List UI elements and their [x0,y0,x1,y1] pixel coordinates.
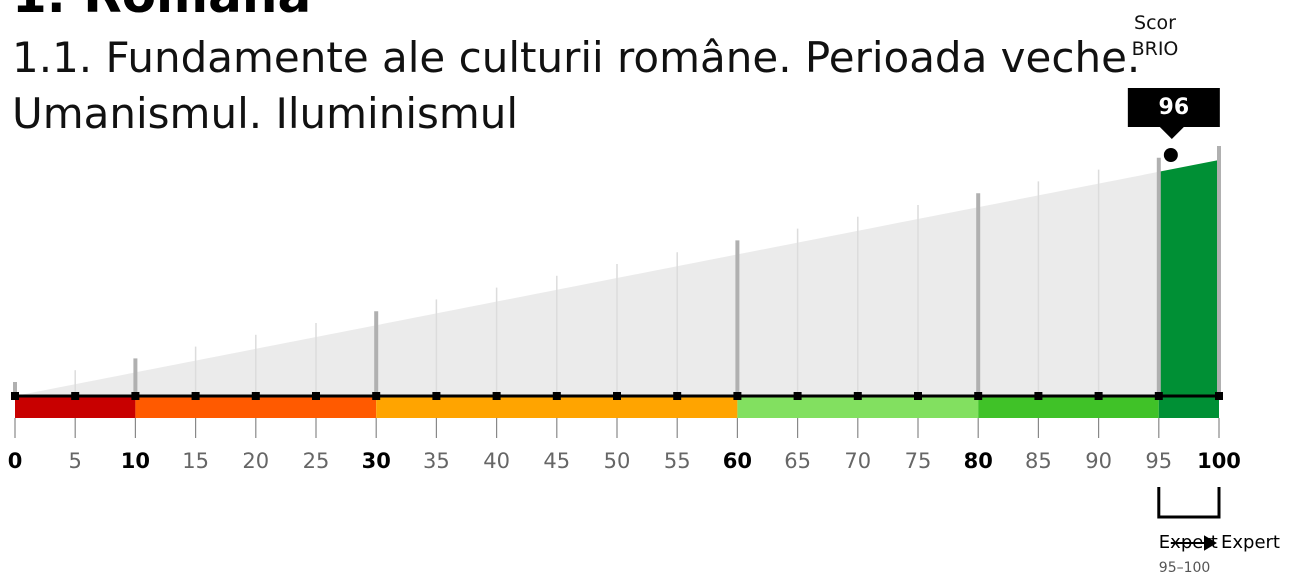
x-tick-label: 75 [905,449,932,473]
x-tick-label: 25 [303,449,330,473]
heading: 1. Română [12,0,311,24]
tick-marker [1034,392,1043,400]
tick-marker [191,392,200,400]
tick-marker [372,392,381,400]
tick-marker [1215,392,1223,400]
band [376,396,738,418]
band [978,396,1159,418]
x-tick-label: 45 [543,449,570,473]
x-tick-label: 60 [723,449,752,473]
tick-marker [793,392,802,400]
x-tick-label: 65 [784,449,811,473]
score-box [1127,88,1220,139]
x-tick-label: 85 [1025,449,1052,473]
band [1158,396,1219,418]
x-tick-label: 90 [1085,449,1112,473]
chart-title: 1.1. Fundamente ale culturii române. Per… [12,33,1141,138]
x-tick-label: 5 [69,449,82,473]
gauge-wedge-active [1158,160,1219,396]
tick-marker [914,392,922,400]
x-tick-label: 95 [1145,449,1172,473]
band [737,396,979,418]
tick-marker [673,392,682,400]
tick-marker [613,392,621,400]
x-tick-label: 15 [182,449,209,473]
x-tick-label: 100 [1197,449,1241,473]
tick-marker [71,392,80,400]
x-tick-label: 40 [483,449,510,473]
x-tick-label: 10 [121,449,150,473]
x-tick-label: 35 [423,449,450,473]
tick-marker [131,392,140,400]
x-tick-label: 80 [964,449,993,473]
score-value: 96 [1159,95,1190,120]
score-label: Scor BRIO [1131,12,1179,60]
score-dot [1163,148,1178,162]
tick-marker [251,392,260,400]
gauge-wedge [15,171,1159,396]
band [135,396,377,418]
tick-marker [312,392,320,400]
tick-marker [853,392,862,400]
tick-marker [492,392,501,400]
x-tick-label: 0 [8,449,23,473]
x-tick-label: 55 [664,449,691,473]
x-tick-label: 50 [604,449,631,473]
x-tick-label: 70 [844,449,871,473]
band [15,396,136,418]
tick-marker [432,392,441,400]
tick-marker [733,392,742,400]
tick-marker [11,392,19,400]
x-tick-label: 20 [242,449,269,473]
range-bracket [1157,487,1221,519]
x-tick-label: 30 [362,449,391,473]
tick-marker [552,392,561,400]
range-label: 95–100 [1159,560,1211,576]
tick-marker [974,392,983,400]
tick-marker [1094,392,1103,400]
tick-marker [1154,392,1163,400]
range-next: Expert [1221,532,1280,553]
range-arrow [1170,535,1217,551]
